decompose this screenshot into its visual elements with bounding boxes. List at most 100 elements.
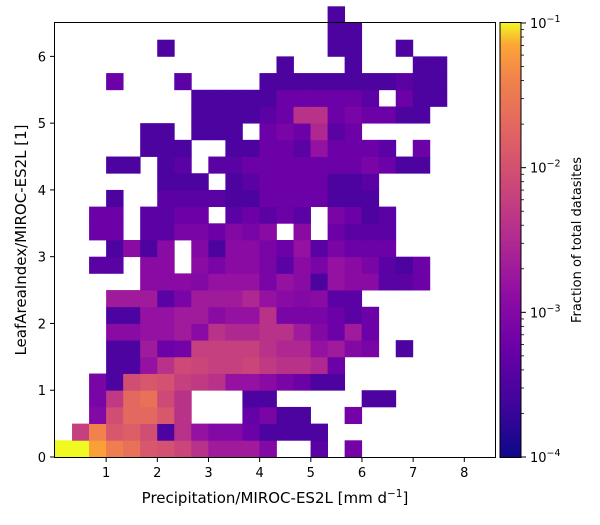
heatmap-cell [242, 139, 260, 157]
heatmap-cell [106, 206, 124, 224]
heatmap-cell [242, 390, 260, 408]
heatmap-cell [361, 340, 380, 358]
heatmap-cell [225, 240, 243, 258]
heatmap-cell [140, 390, 158, 408]
heatmap-cell [259, 156, 277, 174]
heatmap-cell [140, 256, 158, 274]
heatmap-cell [140, 223, 158, 241]
heatmap-cell [310, 73, 328, 91]
heatmap-cell [191, 240, 209, 258]
heatmap-cell [106, 373, 124, 391]
heatmap-cell [208, 156, 226, 174]
heatmap-cell [225, 189, 243, 208]
heatmap-cell [276, 290, 294, 308]
heatmap-cell [327, 256, 346, 274]
heatmap-cell [293, 106, 311, 124]
heatmap-cell [276, 240, 294, 258]
heatmap-cell [123, 423, 141, 441]
heatmap-cell [208, 89, 226, 107]
heatmap-cell [276, 89, 294, 107]
heatmap-cell [140, 123, 158, 141]
heatmap-cell [259, 89, 277, 107]
heatmap-cell [106, 290, 124, 308]
heatmap-cell [106, 156, 124, 174]
heatmap-cell [293, 139, 311, 157]
heatmap-cell [242, 173, 260, 191]
heatmap-cell [157, 256, 175, 274]
heatmap-cell [140, 323, 158, 341]
heatmap-cell [157, 423, 175, 441]
heatmap-cell [208, 440, 226, 458]
heatmap-cell [140, 139, 158, 157]
heatmap-cell [344, 406, 363, 425]
heatmap-cell [242, 356, 260, 374]
heatmap-cell [344, 189, 363, 208]
heatmap-cell [344, 173, 363, 191]
heatmap-cell [310, 139, 328, 157]
heatmap-cell [276, 173, 294, 191]
heatmap-cell [327, 206, 346, 224]
heatmap-cell [140, 373, 158, 391]
heatmap-cell [344, 73, 363, 91]
heatmap-cell [225, 340, 243, 358]
heatmap-cell [191, 340, 209, 358]
heatmap-cell [344, 39, 363, 57]
heatmap-cell [310, 89, 328, 107]
heatmap-cell [310, 423, 328, 441]
heatmap-cell [378, 139, 397, 157]
heatmap-cell [259, 406, 277, 425]
heatmap-cell [293, 406, 311, 425]
heatmap-cell [378, 273, 397, 291]
heatmap-cell [327, 89, 346, 107]
heatmap-cell [361, 89, 380, 107]
heatmap-cell [293, 273, 311, 291]
heatmap-cell [259, 440, 277, 458]
heatmap-cell [225, 106, 243, 124]
heatmap-cell [225, 356, 243, 374]
heatmap-cell [276, 156, 294, 174]
heatmap-cell [344, 256, 363, 274]
heatmap-cell [327, 23, 346, 41]
heatmap-cell [259, 223, 277, 241]
heatmap-cell [361, 240, 380, 258]
heatmap-cell [293, 189, 311, 208]
heatmap-cell [412, 73, 431, 91]
heatmap-cell [242, 423, 260, 441]
heatmap-cell [106, 340, 124, 358]
heatmap-cell [259, 206, 277, 224]
heatmap-cell [242, 223, 260, 241]
heatmap-cell [208, 273, 226, 291]
heatmap-cell [412, 156, 431, 174]
heatmap-cell [242, 440, 260, 458]
heatmap-cell [157, 323, 175, 341]
heatmap-cell [106, 189, 124, 208]
heatmap-cell [344, 290, 363, 308]
colorbar-label: Fraction of total datasites [570, 157, 585, 323]
heatmap-cell [174, 206, 192, 224]
heatmap-cell [378, 223, 397, 241]
heatmap-cell [225, 173, 243, 191]
x-tick-label: 3 [204, 466, 212, 481]
heatmap-cell [344, 89, 363, 107]
heatmap-cell [191, 89, 209, 107]
heatmap-cell [191, 223, 209, 241]
heatmap-cell [208, 423, 226, 441]
heatmap-cell [327, 139, 346, 157]
heatmap-cell [242, 156, 260, 174]
heatmap-cell [344, 206, 363, 224]
heatmap-cell [276, 323, 294, 341]
heatmap-cell [327, 323, 346, 341]
heatmap-cell [157, 206, 175, 224]
heatmap-cell [395, 156, 414, 174]
heatmap-cell [344, 323, 363, 341]
heatmap-cell [225, 290, 243, 308]
heatmap-cell [310, 356, 328, 374]
heatmap-cell [106, 256, 124, 274]
heatmap-cell [208, 106, 226, 124]
heatmap-cell [208, 223, 226, 241]
heatmap-cell [242, 240, 260, 258]
heatmap-cell [293, 340, 311, 358]
heatmap-cell [106, 240, 124, 258]
heatmap-cell [327, 340, 346, 358]
heatmap-cell [191, 323, 209, 341]
